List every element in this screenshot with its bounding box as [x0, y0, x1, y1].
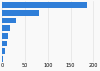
Bar	[2, 48, 5, 54]
Bar	[2, 10, 39, 16]
Bar	[2, 56, 3, 62]
Bar	[2, 2, 87, 8]
Bar	[2, 18, 16, 23]
Bar	[2, 25, 10, 31]
Bar	[2, 41, 7, 46]
Bar	[2, 33, 8, 39]
